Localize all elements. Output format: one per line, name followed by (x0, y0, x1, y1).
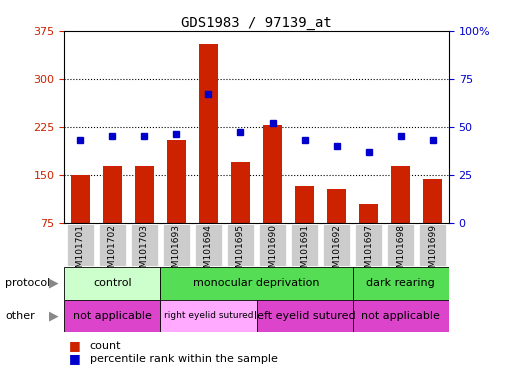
Text: GSM101699: GSM101699 (428, 224, 438, 279)
Bar (353, 300, 449, 332)
Bar (323, 223, 350, 266)
Text: GSM101694: GSM101694 (204, 224, 213, 279)
Bar (263, 125, 282, 271)
Text: GSM101701: GSM101701 (75, 224, 85, 279)
Text: GSM101692: GSM101692 (332, 224, 341, 279)
Text: GSM101702: GSM101702 (108, 224, 117, 279)
Bar (231, 162, 250, 271)
Text: ▶: ▶ (49, 310, 59, 322)
Bar (423, 179, 442, 271)
Text: left eyelid sutured: left eyelid sutured (254, 311, 356, 321)
Bar (353, 267, 449, 300)
Text: ■: ■ (69, 353, 81, 366)
Bar (160, 300, 256, 332)
Text: ▶: ▶ (49, 277, 59, 290)
Bar (256, 300, 353, 332)
Bar (359, 204, 378, 271)
Bar (295, 185, 314, 271)
Text: GSM101697: GSM101697 (364, 224, 373, 279)
Bar (227, 223, 254, 266)
Bar (167, 139, 186, 271)
Text: other: other (5, 311, 35, 321)
Bar (163, 223, 190, 266)
Bar (355, 223, 382, 266)
Text: GSM101693: GSM101693 (172, 224, 181, 279)
Bar (134, 166, 154, 271)
Text: not applicable: not applicable (73, 311, 152, 321)
Bar (387, 223, 415, 266)
Bar (419, 223, 446, 266)
Bar (103, 166, 122, 271)
Text: GSM101698: GSM101698 (396, 224, 405, 279)
Bar (291, 223, 318, 266)
Text: dark rearing: dark rearing (366, 278, 435, 288)
Bar (199, 43, 218, 271)
Text: GSM101691: GSM101691 (300, 224, 309, 279)
Title: GDS1983 / 97139_at: GDS1983 / 97139_at (181, 16, 332, 30)
Text: not applicable: not applicable (361, 311, 440, 321)
Bar (391, 166, 410, 271)
Text: GSM101690: GSM101690 (268, 224, 277, 279)
Bar (327, 189, 346, 271)
Bar (195, 223, 222, 266)
Text: protocol: protocol (5, 278, 50, 288)
Bar (70, 175, 90, 271)
Text: right eyelid sutured: right eyelid sutured (164, 311, 253, 320)
Bar (64, 267, 160, 300)
Text: control: control (93, 278, 131, 288)
Bar (131, 223, 158, 266)
Text: GSM101695: GSM101695 (236, 224, 245, 279)
Text: ■: ■ (69, 339, 81, 352)
Bar (67, 223, 94, 266)
Text: monocular deprivation: monocular deprivation (193, 278, 320, 288)
Bar (98, 223, 126, 266)
Text: percentile rank within the sample: percentile rank within the sample (90, 354, 278, 364)
Bar (259, 223, 286, 266)
Bar (64, 300, 160, 332)
Text: GSM101703: GSM101703 (140, 224, 149, 279)
Bar (160, 267, 353, 300)
Text: count: count (90, 341, 121, 351)
